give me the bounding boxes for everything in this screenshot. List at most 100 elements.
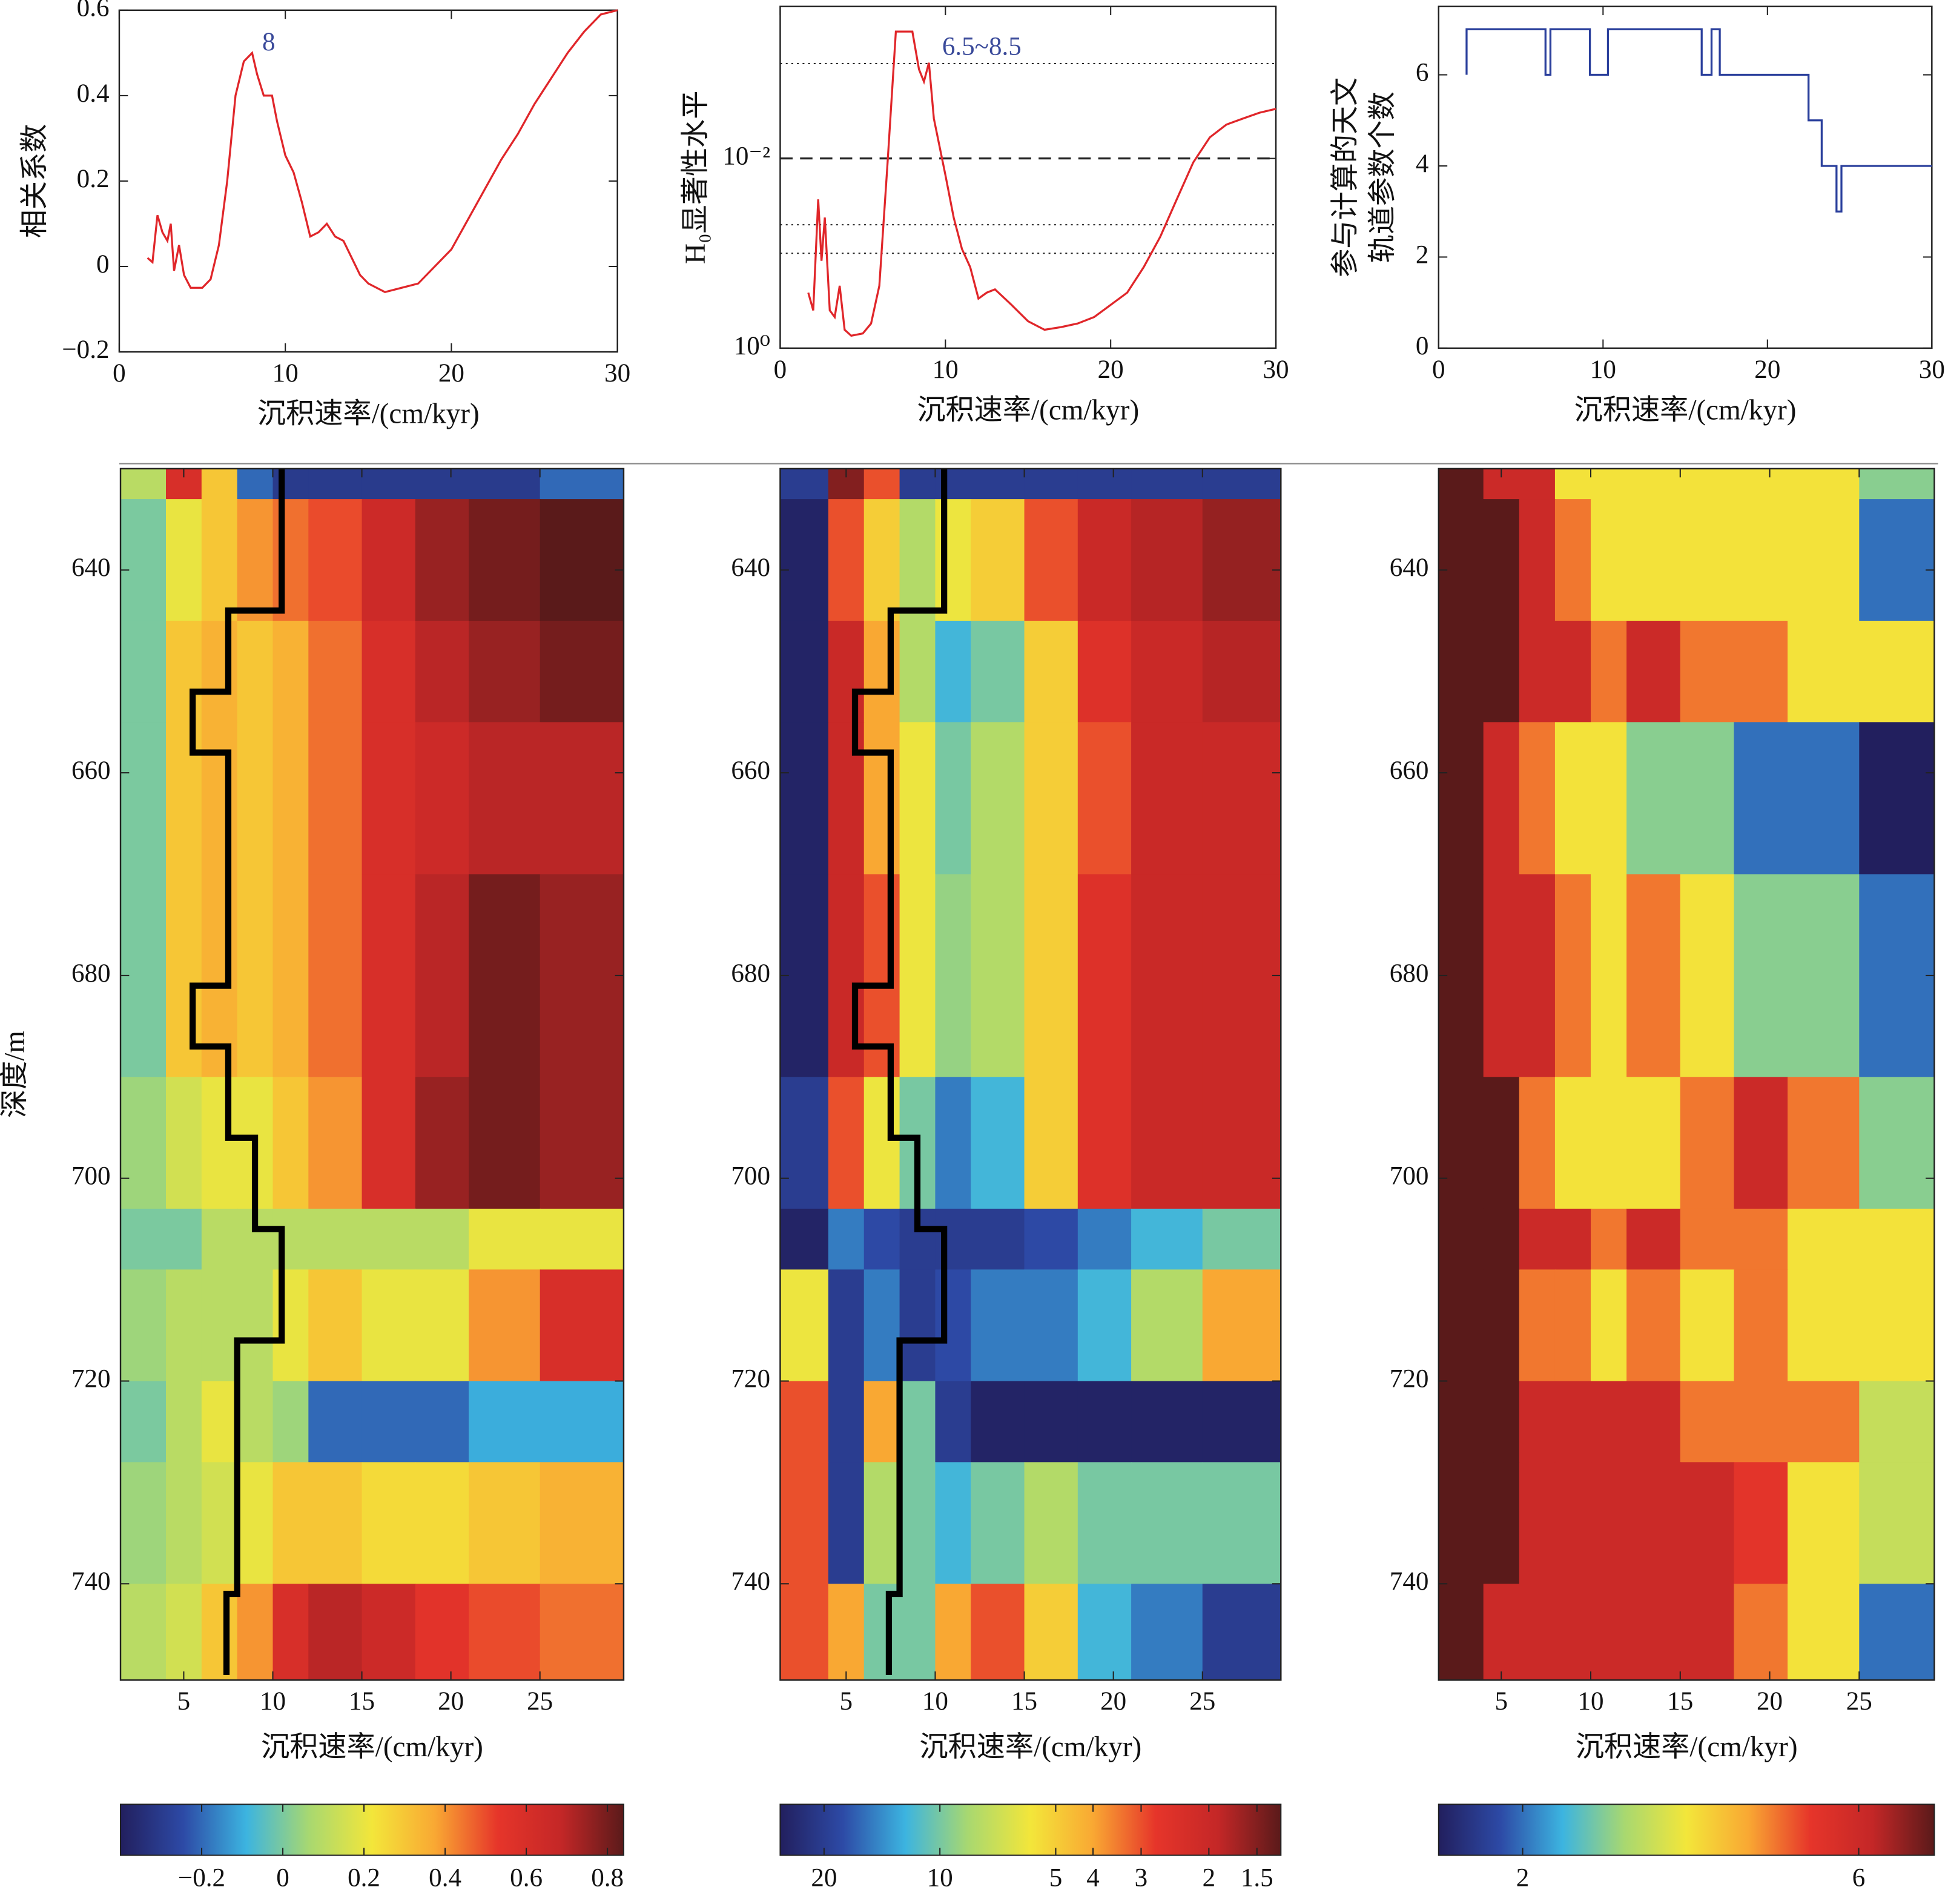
x-tick-label: 10 <box>272 359 299 388</box>
heat-cell <box>1131 722 1203 875</box>
colorbar-tick-label: 6 <box>1852 1863 1866 1892</box>
heat-cell <box>1024 1584 1078 1681</box>
heat-cell <box>1626 1462 1681 1585</box>
heat-cell <box>828 1077 865 1209</box>
heat-cell <box>1734 874 1789 1078</box>
heat-cell <box>272 620 309 723</box>
heat-cell <box>1680 1208 1735 1271</box>
x-tick-label: 15 <box>1011 1687 1037 1716</box>
x-tick-label: 0 <box>113 359 126 388</box>
heat-cell <box>1626 1584 1681 1681</box>
heat-cell <box>828 1269 865 1382</box>
heat-cell <box>469 1381 541 1463</box>
heat-cell <box>780 468 829 500</box>
heat-cell <box>469 722 541 875</box>
heat-cell <box>308 1208 363 1271</box>
heat-cell <box>362 874 416 1078</box>
heat-cell <box>780 1584 829 1681</box>
heat-cell <box>1859 468 1935 500</box>
heat-cell <box>1734 620 1789 723</box>
heat-cell <box>935 1208 972 1271</box>
heat-cell <box>201 722 238 875</box>
heat-cell <box>121 1462 167 1585</box>
heat-cell <box>272 1208 309 1271</box>
heat-cell <box>1734 468 1789 500</box>
heat-cell <box>1483 874 1520 1078</box>
heat-cell <box>308 1381 363 1463</box>
heat-cell <box>1788 1077 1860 1209</box>
heat-cell <box>1131 874 1203 1078</box>
heat-cell <box>1438 468 1484 500</box>
colorbar-tick-label: 2 <box>1516 1863 1530 1892</box>
x-tick-label: 0 <box>1432 355 1445 384</box>
heat-cell <box>272 1462 309 1585</box>
heat-cell <box>272 1077 309 1209</box>
heat-cell <box>935 874 972 1078</box>
y-tick-label: −0.2 <box>62 336 109 364</box>
heat-cell <box>1438 1462 1484 1585</box>
plot-frame <box>779 468 1282 1681</box>
heat-cell <box>971 499 1025 622</box>
heat-cell <box>1859 1208 1935 1271</box>
heat-cell <box>121 1584 167 1681</box>
heat-cell <box>121 620 167 723</box>
heat-cell <box>362 1462 416 1585</box>
annotation: 6.5~8.5 <box>942 33 1022 61</box>
heat-cell <box>237 1584 274 1681</box>
heat-cell <box>469 874 541 1078</box>
heat-cell <box>1680 1269 1735 1382</box>
heat-cell <box>971 722 1025 875</box>
heat-cell <box>1734 722 1789 875</box>
heat-cell <box>863 1077 900 1209</box>
heat-cell <box>935 1462 972 1585</box>
heat-cell <box>1859 1077 1935 1209</box>
heat-cell <box>935 620 972 723</box>
heat-cell <box>971 1462 1025 1585</box>
heat-cell <box>1131 1077 1203 1209</box>
y-axis-label: H₀显著性水平 <box>680 91 712 264</box>
heat-cell <box>166 1269 202 1382</box>
annotation: 8 <box>262 28 276 56</box>
heat-cell <box>1859 499 1935 622</box>
heat-cell <box>1680 1077 1735 1209</box>
heat-cell <box>237 1381 274 1463</box>
heat-cell <box>1483 1208 1520 1271</box>
x-tick-label: 0 <box>774 355 787 384</box>
heat-cell <box>415 620 470 723</box>
heat-cell <box>1788 620 1860 723</box>
heat-cell <box>1077 1077 1132 1209</box>
heat-cell <box>1202 1381 1282 1463</box>
heat-cell <box>1131 620 1203 723</box>
heat-cell <box>1591 1269 1628 1382</box>
heat-cell <box>121 468 167 500</box>
heat-cell <box>540 620 624 723</box>
heat-cell <box>780 1077 829 1209</box>
heat-cell <box>1202 1077 1282 1209</box>
heat-cell <box>1591 1462 1628 1585</box>
heat-cell <box>1202 874 1282 1078</box>
heat-cell <box>863 468 900 500</box>
heat-cell <box>540 499 624 622</box>
heat-cell <box>1554 874 1592 1078</box>
heat-cell <box>1519 499 1556 622</box>
heat-cell <box>1077 1462 1132 1585</box>
heat-cell <box>1438 1584 1484 1681</box>
heat-cell <box>415 722 470 875</box>
heat-cell <box>1626 620 1681 723</box>
heat-cell <box>1024 499 1078 622</box>
heat-cell <box>201 1584 238 1681</box>
heat-cell <box>272 1269 309 1382</box>
heat-cell <box>1438 1077 1484 1209</box>
heat-cell <box>121 722 167 875</box>
heat-cell <box>308 1077 363 1209</box>
plot-frame <box>1438 5 1933 349</box>
heat-cell <box>540 1381 624 1463</box>
heat-cell <box>166 499 202 622</box>
heat-cell <box>1077 468 1132 500</box>
heat-cell <box>1483 620 1520 723</box>
heat-cell <box>1438 499 1484 622</box>
heat-cell <box>540 1269 624 1382</box>
heat-cell <box>1554 1462 1592 1585</box>
rate-track <box>190 468 285 1675</box>
plot-frame <box>1438 468 1935 1681</box>
